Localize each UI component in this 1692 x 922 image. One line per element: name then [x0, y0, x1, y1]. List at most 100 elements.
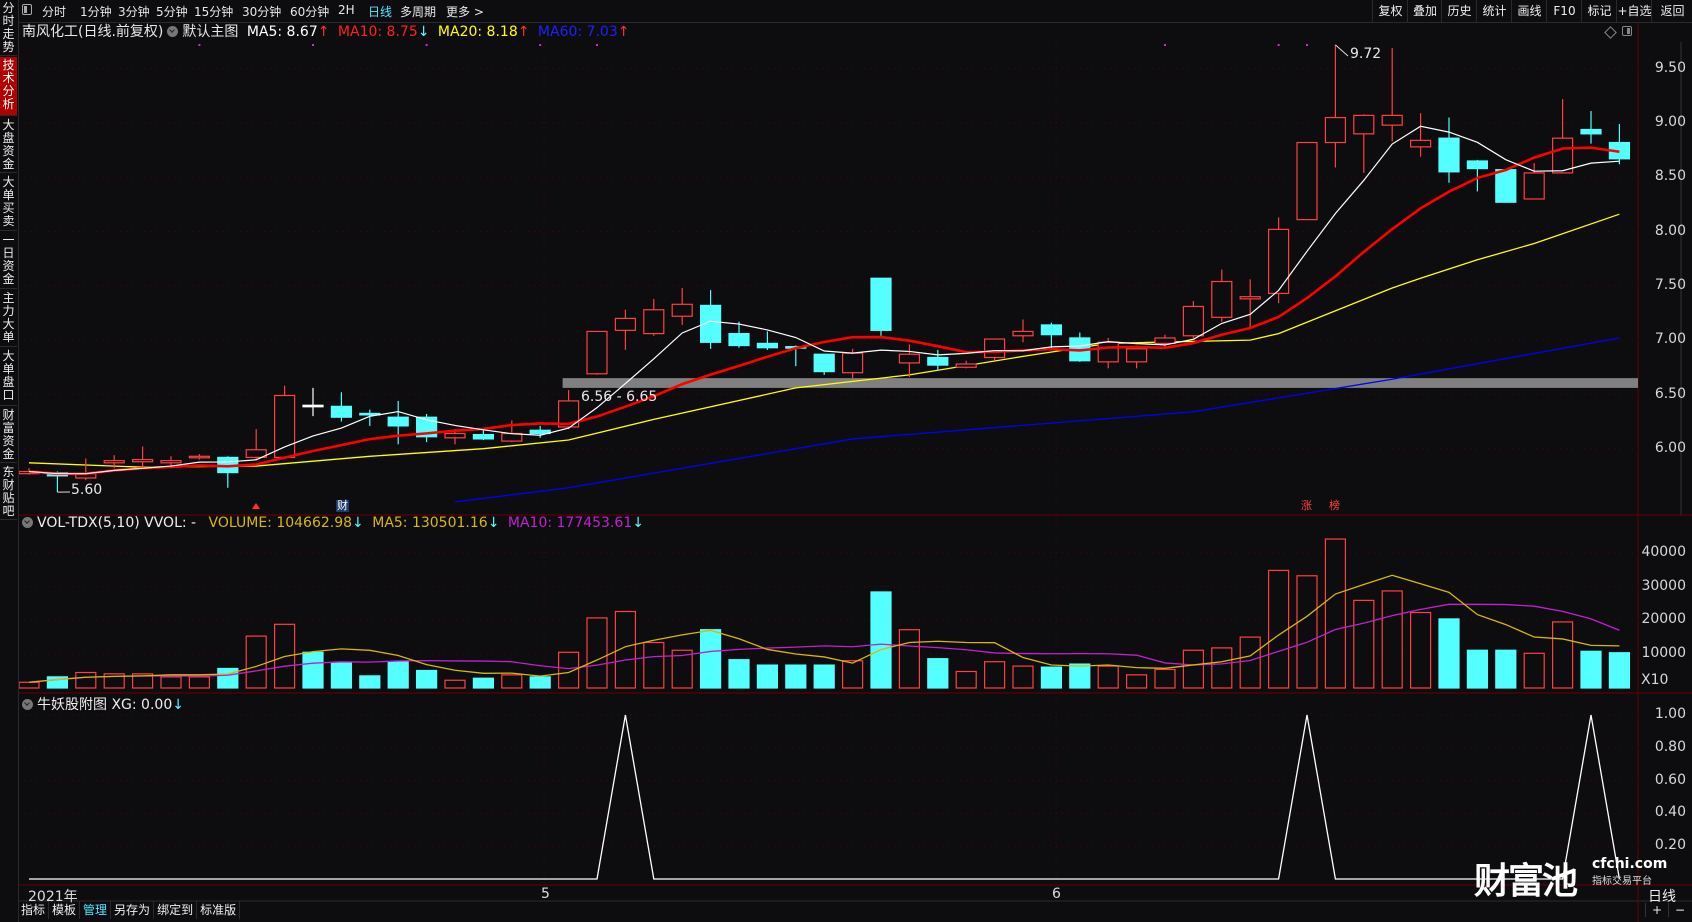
volume-bar: [444, 679, 466, 689]
left-tab-5[interactable]: 主力大单: [0, 290, 17, 347]
candle-body: [643, 309, 665, 335]
event-dot: [312, 44, 314, 46]
xg-signal-line: [29, 714, 1621, 880]
toolbar-button-6[interactable]: 标记: [1581, 0, 1617, 22]
period-tab-8[interactable]: 日线: [368, 5, 393, 19]
volume-panel-title: VOL-TDX(5,10) VVOL: - VOLUME: 104662.98↓…: [22, 515, 648, 531]
left-tab-6[interactable]: 大单盘口: [0, 348, 17, 406]
candle-body: [245, 449, 267, 458]
candle-body: [1353, 114, 1375, 135]
volume-bar: [1353, 599, 1375, 689]
ma60-value: MA60: 7.03: [537, 24, 618, 40]
period-tab-9[interactable]: 多周期: [400, 5, 437, 19]
high-price-label: 9.72: [1350, 46, 1382, 62]
left-tab-7[interactable]: 财富资金: [0, 407, 17, 463]
period-tab-6[interactable]: 60分钟: [290, 5, 330, 19]
axis-tick-label: 7.00: [1654, 331, 1686, 348]
bottom-tab-1[interactable]: 模板: [49, 901, 81, 919]
candle-body: [870, 277, 892, 331]
left-tab-1[interactable]: 技术分析: [0, 57, 17, 116]
down-arrow-icon: ↓: [487, 515, 500, 531]
watermark-logo: 财富池 cfchi.com 指标交易平台: [1474, 852, 1667, 904]
period-tab-10[interactable]: 更多 >: [446, 5, 484, 19]
down-arrow-icon: ↓: [172, 697, 184, 713]
toolbar-button-5[interactable]: F10: [1546, 0, 1582, 22]
left-tab-3[interactable]: 大单买卖: [0, 174, 17, 231]
ranking-tag[interactable]: 榜: [1329, 499, 1340, 512]
toolbar-button-0[interactable]: 复权: [1372, 0, 1408, 22]
candle-body: [330, 405, 352, 418]
axis-tick-label: 0.20: [1654, 837, 1686, 854]
volume-bar: [1551, 621, 1574, 689]
volume-bar: [898, 629, 921, 689]
bottom-tab-5[interactable]: 标准版: [197, 901, 241, 919]
volume-indicator-name[interactable]: VOL-TDX(5,10) VVOL: -: [37, 515, 197, 531]
ma60-line: [454, 337, 1620, 503]
period-tab-5[interactable]: 30分钟: [242, 5, 282, 19]
indicator-dropdown-icon[interactable]: [22, 699, 33, 710]
period-tab-3[interactable]: 5分钟: [156, 5, 188, 19]
volume-bar: [1523, 652, 1545, 689]
volume-ma10-value: MA10: 177453.61: [507, 515, 633, 531]
volume-ma5-value: MA5: 130501.16: [372, 515, 488, 531]
volume-bar: [75, 671, 97, 689]
volume-bar: [699, 629, 722, 689]
down-arrow-icon: ↓: [632, 515, 644, 531]
bottom-tab-3[interactable]: 另存为: [111, 901, 155, 919]
zoom-in-button[interactable]: +: [1645, 903, 1668, 917]
bottom-tab-0[interactable]: 指标: [18, 901, 50, 919]
bottom-tab-bar: 指标 模板 管理 另存为 绑定到 标准版: [18, 901, 241, 919]
left-tab-0[interactable]: 分时走势: [0, 0, 17, 56]
volume-bar: [217, 667, 239, 689]
period-tab-4[interactable]: 15分钟: [194, 5, 234, 19]
period-tab-2[interactable]: 3分钟: [118, 5, 150, 19]
xg-indicator-name[interactable]: 牛妖股附图 XG: 0.00: [37, 697, 173, 713]
toolbar-button-4[interactable]: 画线: [1511, 0, 1547, 22]
ma20-value: MA20: 8.18: [437, 24, 518, 40]
period-tab-1[interactable]: 1分钟: [80, 5, 112, 19]
finance-event-tag[interactable]: 财: [336, 499, 349, 512]
toolbar-button-2[interactable]: 历史: [1441, 0, 1477, 22]
zoom-out-button[interactable]: −: [1668, 903, 1691, 917]
left-tab-2[interactable]: 大盘资金: [0, 117, 17, 173]
candle-body: [671, 303, 693, 317]
left-tab-8[interactable]: 东财贴吧: [0, 464, 17, 520]
sidebar-toggle-icon[interactable]: [1622, 26, 1632, 36]
candle-body: [1154, 337, 1176, 344]
stock-name[interactable]: 南风化工(日线.前复权): [22, 24, 164, 40]
candle-body: [699, 304, 722, 343]
support-band: [562, 378, 1638, 388]
volume-bar: [1040, 666, 1063, 689]
bottom-tab-2[interactable]: 管理: [80, 901, 112, 919]
candle-body: [160, 460, 182, 464]
panel-toggle-icon[interactable]: [22, 4, 32, 15]
axis-tick-label: 0.80: [1654, 738, 1686, 755]
left-tab-4[interactable]: 一日资金: [0, 232, 17, 289]
axis-tick-label: 8.00: [1654, 222, 1686, 239]
candle-body: [188, 455, 210, 459]
event-dot: [1277, 44, 1280, 46]
volume-bar: [841, 660, 864, 689]
period-tab-0[interactable]: 分时: [42, 5, 67, 19]
toolbar-button-1[interactable]: 叠加: [1407, 0, 1442, 22]
volume-bar: [870, 591, 892, 689]
axis-tick-label: 1.00: [1654, 706, 1686, 722]
toolbar-button-8[interactable]: 返回: [1651, 0, 1692, 22]
ma5-value: MA5: 8.67: [246, 24, 318, 40]
toolbar-button-3[interactable]: 统计: [1476, 0, 1512, 22]
template-dropdown-icon[interactable]: [167, 26, 179, 37]
up-arrow-icon: ↑: [617, 24, 630, 40]
volume-bar: [1154, 668, 1176, 689]
watermark-brand: 财富池: [1474, 861, 1578, 902]
toolbar-button-7[interactable]: +自选: [1616, 0, 1652, 22]
candle-body: [103, 460, 125, 464]
period-label: 日线: [1648, 889, 1676, 905]
limit-up-tag[interactable]: 涨: [1301, 499, 1312, 512]
bottom-tab-4[interactable]: 绑定到: [154, 901, 198, 919]
indicator-dropdown-icon[interactable]: [22, 517, 33, 528]
volume-bar: [132, 673, 154, 689]
template-name[interactable]: 默认主图: [182, 24, 239, 40]
candle-body: [1381, 114, 1403, 126]
period-tab-7[interactable]: 2H: [338, 3, 355, 17]
